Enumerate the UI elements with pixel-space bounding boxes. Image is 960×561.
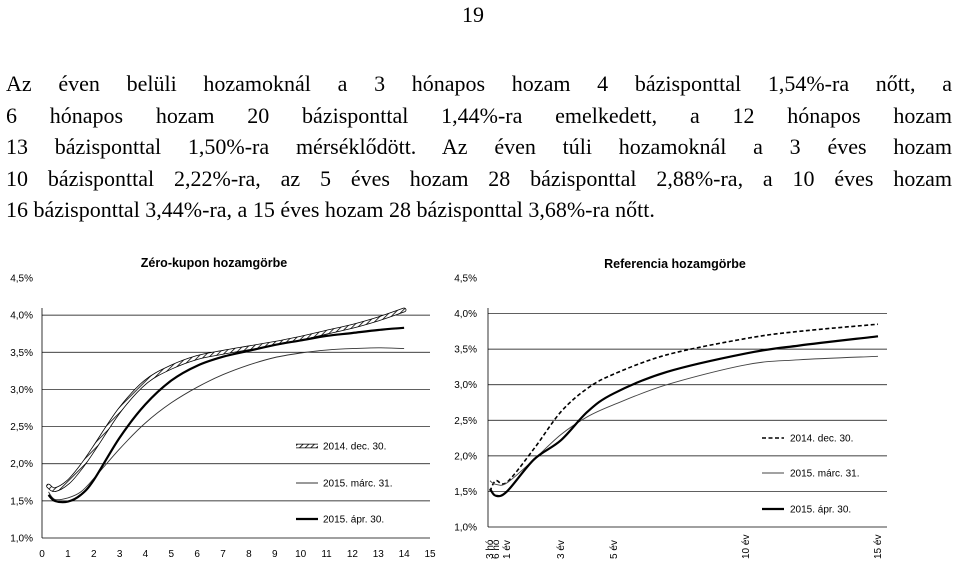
series-hatched-line-outline — [46, 307, 407, 493]
y-tick-label: 3,5% — [10, 348, 33, 359]
body-paragraph: Az éven belüli hozamoknál a 3 hónapos ho… — [6, 68, 952, 226]
y-tick-label: 2,0% — [10, 459, 33, 470]
paragraph-line: 16 bázisponttal 3,44%-ra, a 15 éves hoza… — [6, 197, 655, 222]
series-thin-line — [48, 347, 405, 501]
chart-title: Zéro-kupon hozamgörbe — [141, 256, 288, 270]
y-tick-label: 1,0% — [10, 534, 33, 545]
x-tick-label: 0 — [39, 549, 45, 560]
y-tick-label: 3,0% — [10, 385, 33, 396]
page-number: 19 — [462, 2, 484, 27]
x-tick-label: 10 — [295, 549, 307, 560]
series-thick-line — [47, 326, 405, 504]
x-tick-label: 8 — [246, 549, 252, 560]
x-tick-label: 1 — [65, 549, 71, 560]
x-tick-label: 14 — [399, 549, 411, 560]
x-tick-label: 3 — [117, 549, 123, 560]
paragraph-line: 13 bázisponttal 1,50%-ra mérséklődött. A… — [6, 134, 952, 159]
legend-label: 2014. dec. 30. — [323, 442, 386, 453]
paragraph-line: 6 hónapos hozam 20 bázisponttal 1,44%-ra… — [6, 102, 952, 128]
legend-label: 2015. ápr. 30. — [323, 515, 384, 526]
y-tick-label: 4,0% — [10, 311, 33, 322]
x-tick-label: 11 — [321, 549, 332, 560]
paragraph-line: Az éven belüli hozamoknál a 3 hónapos ho… — [6, 71, 952, 96]
y-tick-label: 2,5% — [10, 422, 33, 433]
x-tick-label: 2 — [91, 549, 97, 560]
x-tick-label: 5 — [169, 549, 175, 560]
x-tick-label: 4 — [143, 549, 149, 560]
y-tick-label: 4,5% — [10, 274, 33, 285]
x-tick-label: 7 — [220, 549, 226, 560]
x-tick-label: 13 — [373, 549, 385, 560]
x-tick-label: 12 — [347, 549, 359, 560]
y-tick-label: 1,5% — [10, 496, 33, 507]
legend-label: 2015. márc. 31. — [323, 479, 392, 490]
x-tick-label: 6 — [194, 549, 200, 560]
series-hatched-line — [47, 308, 406, 492]
paragraph-line: 10 bázisponttal 2,22%-ra, az 5 éves hoza… — [6, 165, 952, 191]
x-tick-label: 15 — [424, 549, 436, 560]
x-tick-label: 9 — [272, 549, 278, 560]
